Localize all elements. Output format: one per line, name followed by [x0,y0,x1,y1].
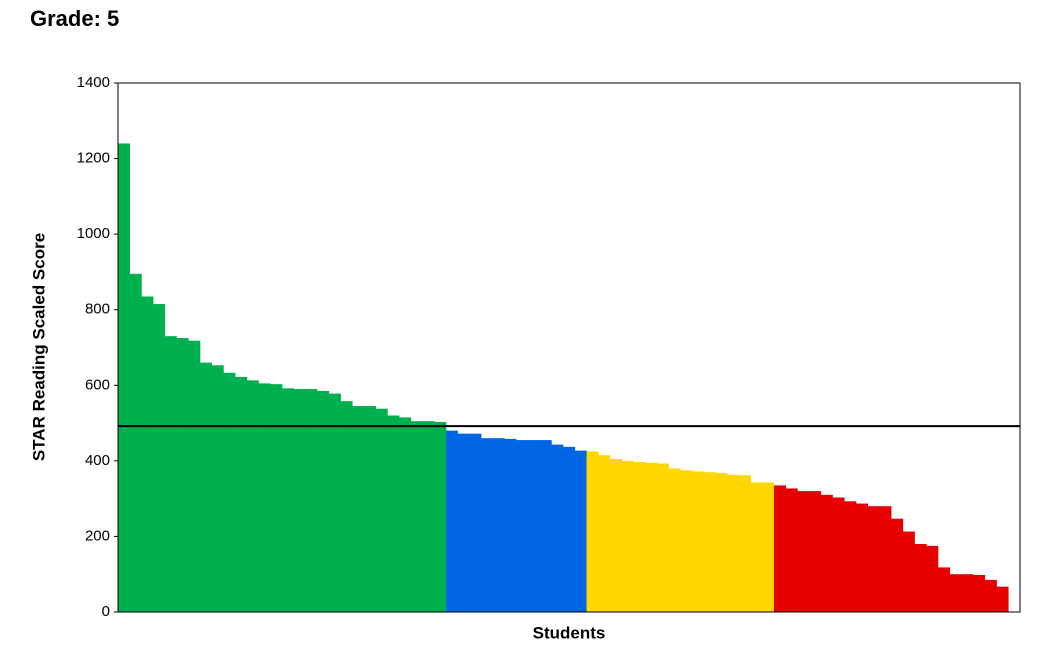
bar [469,433,482,612]
bar [364,406,377,612]
bar [738,475,751,612]
bar [352,406,365,612]
bar [680,470,693,612]
bar [282,388,295,612]
bar [692,471,705,612]
bar [457,433,470,612]
bar [422,421,435,612]
bar [153,304,166,612]
bar [293,389,306,612]
bar [656,463,669,612]
bar [668,468,681,612]
bar [867,506,880,612]
bar [750,482,763,612]
bar [375,408,388,612]
bar [762,482,775,612]
bar [516,440,529,612]
bar [504,438,517,612]
bar [270,384,283,612]
chart-title: Grade: 5 [30,6,119,31]
bar [317,390,330,612]
bar [176,338,189,612]
bar [621,460,634,612]
bar [598,455,611,612]
bar [528,440,541,612]
bar [774,485,787,612]
bar [727,474,740,612]
bar [387,415,400,612]
bar [328,393,341,612]
bar [949,574,962,612]
bar [399,417,412,612]
bar [200,362,213,612]
bar [715,472,728,612]
bar [785,488,798,612]
bar [961,574,974,612]
bar [446,430,459,612]
bar [410,421,423,612]
y-tick-label: 0 [102,603,110,620]
bar [844,501,857,612]
bar [211,365,224,612]
bar [246,380,259,612]
bar [223,372,236,612]
bar [141,296,154,612]
bar [551,444,564,612]
bar [481,438,494,612]
bar [879,506,892,612]
bar [129,273,142,612]
bar [164,336,177,612]
bar [809,491,822,612]
bar [832,497,845,612]
bar [645,462,658,612]
bar [305,389,318,612]
bar [703,472,716,612]
bar [258,383,271,612]
bar [633,461,646,612]
y-tick-label: 1000 [77,225,110,242]
bar [563,446,576,612]
bar [996,586,1009,612]
bar [797,491,810,612]
y-tick-label: 400 [85,452,110,469]
plot-frame [117,82,1021,613]
bar [984,579,997,612]
bar [938,567,951,612]
bar [610,458,623,612]
bar [973,574,986,612]
y-tick-label: 1200 [77,150,110,167]
bar [118,143,131,612]
y-axis-title: STAR Reading Scaled Score [29,233,48,461]
bar [539,440,552,612]
y-tick-label: 800 [85,301,110,318]
bar [926,545,939,612]
bar [188,340,201,612]
bar [914,543,927,612]
bar [492,438,505,612]
bar [891,518,904,612]
bar [340,401,353,612]
y-tick-label: 200 [85,527,110,544]
y-tick-label: 600 [85,376,110,393]
bar [434,421,447,612]
bar [902,531,915,612]
y-tick-label: 1400 [77,74,110,91]
x-axis-title: Students [533,623,606,642]
bar [574,450,587,612]
bar [586,451,599,612]
bar [235,376,248,612]
bar [856,503,869,612]
bar [820,494,833,612]
